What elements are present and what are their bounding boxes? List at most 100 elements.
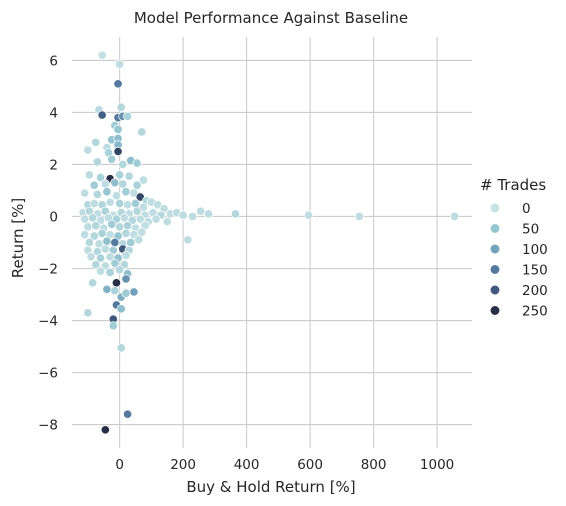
data-point [117,305,125,313]
data-point [115,171,123,179]
data-point [130,288,138,296]
data-point [92,138,100,146]
data-point [103,285,111,293]
data-point [106,268,114,276]
data-point [196,207,204,215]
data-point [98,111,106,119]
data-point [117,103,125,111]
data-point [115,266,123,274]
x-tick-label: 0 [115,457,124,473]
data-point [93,190,101,198]
data-point [115,60,123,68]
legend: # Trades 0 50 100 150 200 250 [480,176,548,320]
y-tick-label: −6 [38,366,58,382]
legend-label: 150 [522,263,548,279]
data-point [117,344,125,352]
data-point [107,155,115,163]
data-point [114,125,122,133]
data-point [84,309,92,317]
data-point [138,228,146,236]
y-tick-label: −8 [38,418,58,434]
data-point [231,210,239,218]
data-point [101,426,109,434]
data-point [93,158,101,166]
y-tick-label: −4 [38,314,58,330]
data-point [125,172,133,180]
data-point [85,171,93,179]
data-point [87,253,95,261]
data-point [106,198,114,206]
data-point [112,191,120,199]
legend-marker [490,244,500,254]
data-point [112,279,120,287]
y-tick-label: −2 [38,262,58,278]
legend-label: 250 [522,304,548,320]
data-point [204,210,212,218]
data-point [179,211,187,219]
data-point [138,128,146,136]
data-point [134,236,142,244]
data-point [103,237,111,245]
data-point [109,322,117,330]
data-point [119,160,127,168]
data-point [111,286,119,294]
data-point [103,188,111,196]
data-point [80,215,88,223]
data-point [119,180,127,188]
x-tick-label: 1000 [420,457,454,473]
data-point [101,245,109,253]
data-point [188,212,196,220]
data-point [133,181,141,189]
legend-marker [490,306,500,316]
data-point [114,80,122,88]
data-point [123,410,131,418]
data-point [107,220,115,228]
data-point [450,212,458,220]
legend-marker [490,224,500,234]
data-point [90,181,98,189]
data-point [101,180,109,188]
legend-marker [490,265,500,275]
data-point [96,267,104,275]
data-point [122,289,130,297]
data-point [114,147,122,155]
data-point [84,146,92,154]
legend-label: 100 [522,242,548,258]
data-point [122,275,130,283]
x-axis-label: Buy & Hold Return [%] [186,478,355,496]
chart-title: Model Performance Against Baseline [134,9,408,27]
data-point [122,251,130,259]
data-point [88,214,96,222]
legend-label: 0 [522,201,531,217]
data-point [163,217,171,225]
y-tick-label: 4 [49,105,58,121]
data-point [88,279,96,287]
y-axis-label: Return [%] [9,198,27,279]
y-tick-label: 6 [49,53,58,69]
data-point [85,238,93,246]
legend-label: 50 [522,222,539,238]
y-tick-label: 0 [49,209,58,225]
data-point [123,221,131,229]
data-point [98,51,106,59]
data-point [355,212,363,220]
data-point [84,223,92,231]
data-point [123,201,131,209]
data-points [79,51,459,434]
data-point [123,112,131,120]
data-point [184,236,192,244]
y-tick-label: 2 [49,157,58,173]
legend-marker [490,203,500,213]
legend-marker [490,285,500,295]
data-point [133,207,141,215]
data-point [122,229,130,237]
legend-label: 200 [522,283,548,299]
x-tick-label: 800 [361,457,387,473]
data-point [120,214,128,222]
data-point [111,238,119,246]
data-point [80,230,88,238]
data-point [92,221,100,229]
data-point [111,178,119,186]
legend-title: # Trades [480,176,546,194]
data-point [115,223,123,231]
